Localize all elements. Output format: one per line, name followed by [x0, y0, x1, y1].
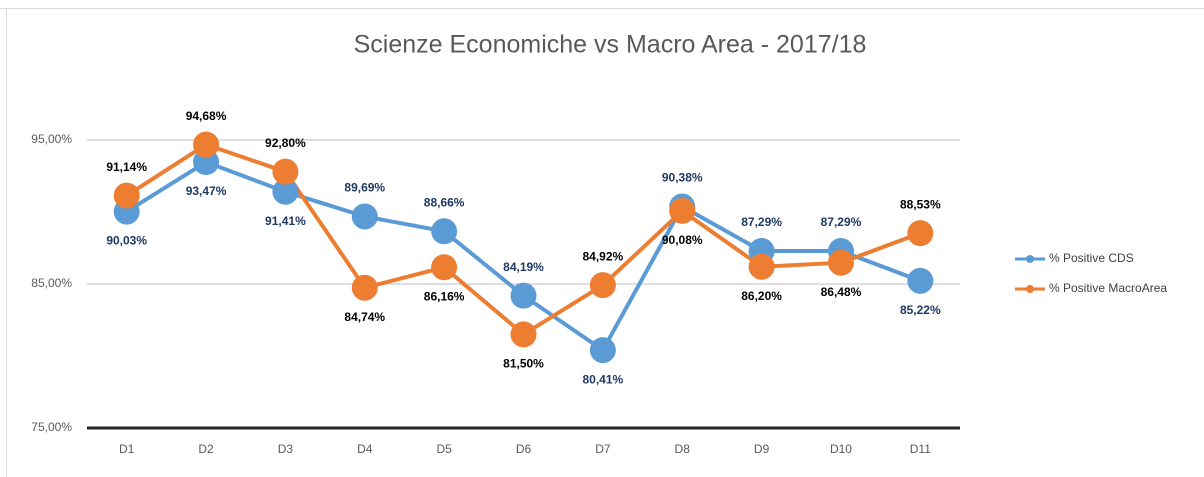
data-label: 84,19%: [503, 260, 544, 274]
data-label: 86,48%: [821, 285, 862, 299]
marker: [351, 274, 378, 301]
legend-label: % Positive CDS: [1049, 251, 1134, 265]
legend-marker: [1026, 285, 1034, 293]
data-label: 86,20%: [741, 289, 782, 303]
marker: [272, 178, 299, 205]
legend-label: % Positive MacroArea: [1049, 281, 1167, 295]
marker: [351, 203, 378, 230]
marker: [589, 337, 616, 364]
data-label: 84,92%: [583, 249, 624, 263]
marker: [431, 254, 458, 281]
x-tick-label: D7: [595, 442, 611, 456]
data-label: 80,41%: [583, 372, 624, 386]
marker: [113, 182, 140, 209]
data-label: 92,80%: [265, 136, 306, 150]
marker: [510, 321, 537, 348]
marker: [669, 197, 696, 224]
x-tick-label: D11: [910, 442, 931, 456]
x-tick-label: D8: [675, 442, 691, 456]
marker: [272, 158, 299, 185]
marker: [907, 267, 934, 294]
marker: [907, 220, 934, 247]
data-label: 89,69%: [344, 181, 385, 195]
data-label: 90,08%: [662, 233, 703, 247]
x-tick-label: D10: [830, 442, 852, 456]
y-tick-label: 95,00%: [31, 132, 72, 146]
y-tick-label: 75,00%: [31, 420, 72, 434]
data-label: 91,14%: [106, 160, 147, 174]
x-tick-label: D9: [754, 442, 770, 456]
marker: [193, 131, 220, 158]
data-label: 84,74%: [344, 310, 385, 324]
x-tick-label: D2: [198, 442, 214, 456]
data-label: 90,38%: [662, 171, 703, 185]
data-label: 81,50%: [503, 357, 544, 371]
y-tick-label: 85,00%: [31, 276, 72, 290]
x-tick-label: D4: [357, 442, 373, 456]
x-tick-label: D1: [119, 442, 135, 456]
data-label: 93,47%: [186, 184, 227, 198]
data-label: 91,41%: [265, 214, 306, 228]
x-tick-label: D3: [278, 442, 294, 456]
marker: [431, 218, 458, 245]
data-label: 87,29%: [741, 215, 782, 229]
marker: [510, 282, 537, 309]
data-label: 90,03%: [106, 234, 147, 248]
chart-title: Scienze Economiche vs Macro Area - 2017/…: [354, 31, 867, 59]
x-tick-label: D5: [436, 442, 452, 456]
marker: [827, 249, 854, 276]
legend-marker: [1026, 255, 1034, 263]
data-label: 87,29%: [821, 215, 862, 229]
data-label: 88,53%: [900, 197, 941, 211]
data-label: 94,68%: [186, 109, 227, 123]
data-label: 85,22%: [900, 303, 941, 317]
x-tick-label: D6: [516, 442, 532, 456]
data-label: 88,66%: [424, 195, 465, 209]
marker: [748, 253, 775, 280]
data-label: 86,16%: [424, 289, 465, 303]
marker: [589, 272, 616, 299]
